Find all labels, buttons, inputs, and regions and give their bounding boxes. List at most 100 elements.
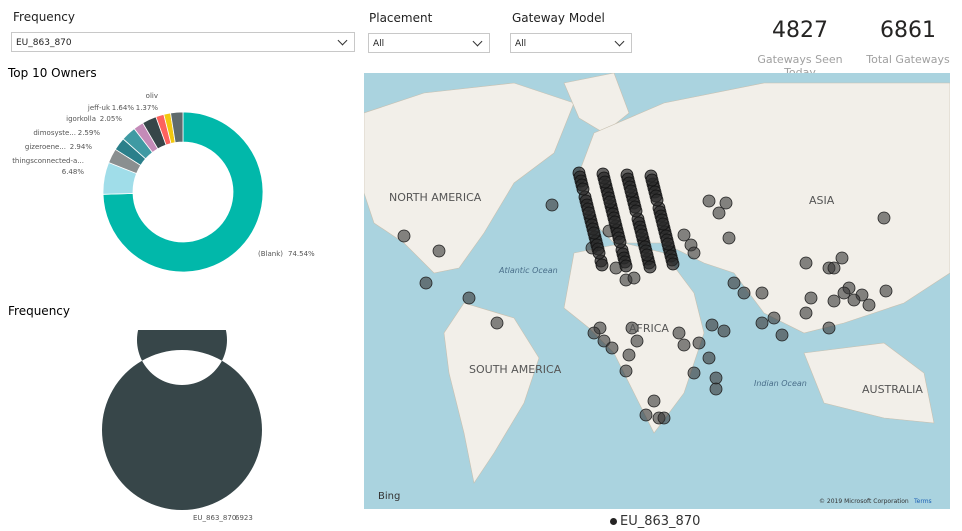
gateway-dot [837,286,851,300]
slice-label: thingsconnected-a... [12,157,84,165]
slice-label: EU_863_870 [193,514,236,522]
map-copyright: © 2019 Microsoft Corporation [819,498,909,505]
slicer-dropdown[interactable]: EU_863_870 [11,32,355,52]
gateway-dot [799,306,813,320]
slice [102,111,264,273]
gateway-dot [622,348,636,362]
chart-title: Frequency [8,304,70,318]
legend-item: EU_863_870 [610,514,700,529]
gateway-dot [661,237,675,251]
slice-value: 74.54% [288,250,315,258]
map-provider: Bing [378,491,400,502]
map-label: AFRICA [629,322,669,335]
gateway-dot [719,196,733,210]
gateway-dot [613,235,627,249]
gateway-dot [702,194,716,208]
gateway-dot [587,226,601,240]
legend-label: EU_863_870 [620,514,701,529]
gateway-dot [687,366,701,380]
gateway-dot [877,211,891,225]
gateway-dot [709,371,723,385]
gateway-dot [635,228,649,242]
gateway-dot [827,294,841,308]
gateway-dot [755,286,769,300]
gateway-dot [625,321,639,335]
gateway-dot [847,293,861,307]
gateway-dot [709,382,723,396]
gateway-dot [639,408,653,422]
gateway-dot [587,326,601,340]
gateway-dot [804,291,818,305]
slice-label: gizeroene... [25,143,66,151]
map-label: AUSTRALIA [862,383,923,396]
slice-label: oliv [146,92,158,100]
gateway-dot [640,248,654,262]
map-label: NORTH AMERICA [389,191,482,204]
gateway-dot [595,258,609,272]
gateway-dot [419,276,433,290]
card-label: Total Gateways [866,53,950,66]
gateway-dot [650,193,664,207]
gateway-dot [624,184,638,198]
slice-value: 2.59% [78,129,101,137]
gateway-dot [647,394,661,408]
gateway-dot [799,256,813,270]
slice-label: dimosyste... [33,129,76,137]
gateway-dot [545,198,559,212]
gateway-dot [737,286,751,300]
gateway-dot [603,195,617,209]
chart-title: Top 10 Owners [8,66,97,80]
slicer-dropdown[interactable]: All [510,33,632,53]
slicer-dropdown[interactable]: All [368,33,490,53]
map-label: Atlantic Ocean [498,266,558,275]
slicer-title: Frequency [13,10,75,24]
gateway-dot [657,411,671,425]
map: NORTH AMERICA ASIA Atlantic Ocean AFRICA… [364,73,950,509]
gateway-dot [722,231,736,245]
gateway-dot [727,276,741,290]
slice-value: 6.48% [62,168,85,176]
gateway-dot [592,246,606,260]
slicer-title: Gateway Model [512,11,605,25]
card-value: 4827 [772,18,828,43]
slice-value: 1.37% [136,104,159,112]
land [364,73,950,484]
gateway-dot [712,206,726,220]
slice-label: igorkolla [66,115,96,123]
gateway-dot [717,324,731,338]
map-label: ASIA [809,194,835,207]
slicer-title: Placement [369,11,433,25]
gateway-dot [576,182,590,196]
card-value: 6861 [880,18,936,43]
gateway-dot [619,364,633,378]
map-terms[interactable]: Terms [913,498,932,505]
gateway-dot [822,321,836,335]
slice-value: 2.05% [100,115,123,123]
gateway-dot [862,298,876,312]
gateway-dot [490,316,504,330]
slice [101,330,262,510]
slice-value: 6923 [235,514,253,522]
slice-label: jeff-uk [87,104,111,112]
gateway-dot [619,259,633,273]
gateway-dot [672,326,686,340]
gateway-dot [582,206,596,220]
gateway-dot [462,291,476,305]
map-label: SOUTH AMERICA [469,363,562,376]
gateway-dot [598,175,612,189]
gateway-dot [605,341,619,355]
gateway-dot [432,244,446,258]
gateway-dot [666,257,680,271]
gateway-dot [397,229,411,243]
gateway-dot [627,271,641,285]
owners-donut: (Blank) 74.54% thingsconnected-a... 6.48% gi… [12,92,315,273]
slice-value: 2.94% [70,143,93,151]
gateway-dot [692,336,706,350]
gateway-dot [767,311,781,325]
gateway-dot [608,215,622,229]
gateway-dot [656,217,670,231]
gateway-dot [879,284,893,298]
gateway-dot [643,260,657,274]
